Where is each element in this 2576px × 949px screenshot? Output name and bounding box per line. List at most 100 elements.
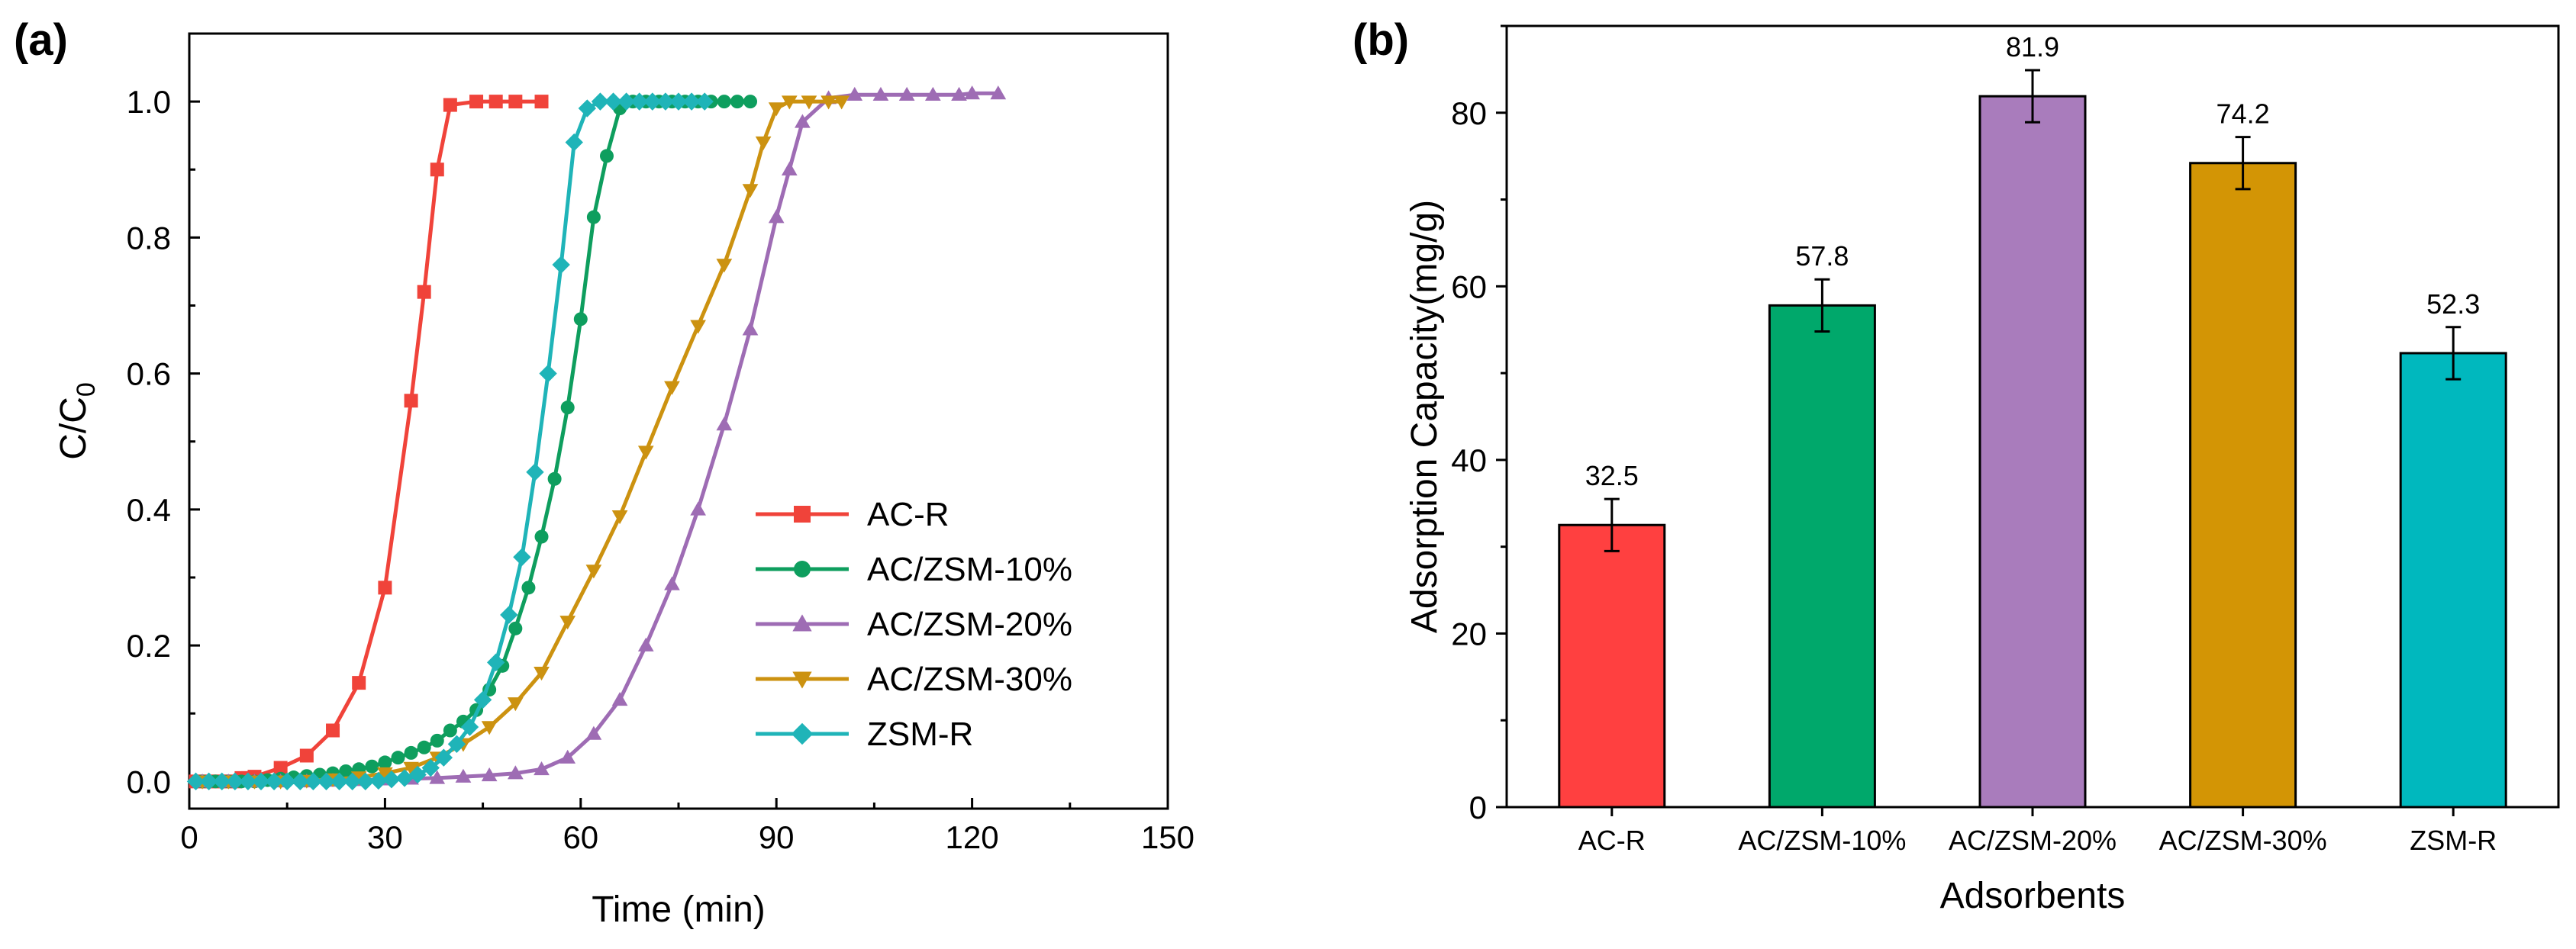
bar	[1558, 523, 1666, 809]
data-point	[833, 95, 850, 110]
legend-item: ZSM-R	[756, 716, 973, 753]
data-point	[539, 364, 557, 383]
legend-marker	[791, 722, 814, 745]
data-point	[872, 86, 889, 101]
data-point	[507, 765, 524, 780]
data-point	[669, 92, 688, 111]
data-point	[508, 621, 523, 635]
data-point	[369, 771, 388, 790]
data-point	[573, 312, 588, 327]
panel-b-ticks: 0 20 40 60 80	[1451, 24, 1507, 825]
bar	[1978, 95, 2087, 809]
data-point	[795, 114, 811, 128]
x-category-label: ZSM-R	[2410, 825, 2497, 856]
legend-item: AC/ZSM-10%	[756, 551, 1072, 588]
data-point	[547, 471, 562, 486]
bar-value-label: 74.2	[2217, 98, 2270, 130]
data-point	[559, 749, 576, 764]
data-point	[768, 209, 785, 224]
y-tick-label: 1.0	[127, 84, 171, 120]
legend-label: ZSM-R	[867, 716, 973, 753]
y-tick-label: 80	[1451, 95, 1487, 131]
y-tick-label: 0.0	[127, 764, 171, 799]
data-point	[552, 256, 570, 274]
data-point	[951, 86, 967, 101]
legend-item: AC/ZSM-30%	[756, 661, 1072, 698]
bar-value-label: 32.5	[1585, 460, 1639, 491]
data-point	[226, 772, 244, 791]
data-point	[421, 758, 440, 777]
panel-a-x-axis-title: Time (min)	[592, 889, 766, 930]
data-point	[924, 86, 941, 101]
series-AC/ZSM-10%	[195, 95, 758, 789]
data-point	[664, 381, 680, 395]
x-tick-label: 150	[1141, 819, 1195, 855]
panel-b-bars: 32.5 AC-R 57.8 AC/ZSM-10% 81.9 AC/ZSM-20% 74.2…	[1558, 31, 2507, 856]
data-point	[534, 95, 549, 109]
panel-a-legend: AC-R AC/ZSM-10% AC/ZSM-20% AC/ZSM-30% ZSM-R	[756, 496, 1072, 753]
x-category-label: AC/ZSM-20%	[1949, 825, 2117, 856]
data-point	[768, 102, 785, 117]
data-point	[186, 772, 205, 791]
data-point	[443, 723, 457, 738]
data-point	[585, 725, 602, 740]
data-point	[429, 770, 446, 784]
y-tick-label: 0	[1469, 790, 1487, 825]
x-tick-label: 90	[759, 819, 795, 855]
data-point	[664, 576, 680, 590]
data-point	[443, 98, 457, 112]
data-point	[430, 733, 444, 748]
data-point	[526, 463, 544, 481]
y-tick-label: 0.4	[127, 492, 171, 528]
data-point	[611, 692, 628, 706]
data-point	[821, 95, 837, 110]
data-point	[611, 510, 628, 525]
panel-a-ticks: 0 30 60 90 120 150 0.0 0.2 0.4 0.6 0.8 1.0	[127, 84, 1195, 855]
data-point	[656, 92, 675, 111]
data-point	[199, 772, 218, 791]
data-point	[585, 565, 602, 579]
data-point	[365, 759, 379, 774]
data-point	[507, 697, 524, 712]
x-category-label: AC/ZSM-10%	[1738, 825, 1906, 856]
y-tick-label: 0.8	[127, 220, 171, 256]
data-point	[682, 92, 701, 111]
data-point	[846, 86, 863, 101]
panel-a-y-axis-title: C/C0	[53, 382, 101, 460]
data-point	[278, 772, 296, 791]
legend-label: AC/ZSM-30%	[867, 661, 1072, 698]
data-point	[565, 133, 583, 152]
data-point	[395, 769, 414, 787]
data-point	[473, 690, 492, 709]
data-point	[643, 92, 662, 111]
data-point	[378, 755, 392, 770]
bar	[2189, 162, 2297, 809]
y-tick-label: 0.6	[127, 356, 171, 392]
y-tick-label: 40	[1451, 442, 1487, 478]
data-point	[404, 394, 418, 408]
y-tick-label: 0.2	[127, 628, 171, 664]
series-AC/ZSM-30%	[194, 95, 850, 790]
data-point	[404, 745, 418, 760]
bar-value-label: 52.3	[2426, 288, 2480, 320]
data-point	[578, 99, 597, 117]
x-category-label: AC/ZSM-30%	[2159, 825, 2327, 856]
data-point	[716, 259, 733, 273]
data-point	[781, 161, 798, 176]
panel-b-x-axis-title: Adsorbents	[1940, 876, 2126, 916]
legend-marker	[792, 671, 812, 689]
data-point	[742, 184, 759, 198]
bar-group-ZSM-R: 52.3 ZSM-R	[2399, 288, 2507, 856]
panel-a-line-chart: (a) 0 30 60 90 120 150 0.0 0.2 0.4 0.6 0.8 1.0 Time…	[14, 15, 1195, 930]
x-category-label: AC-R	[1578, 825, 1646, 856]
data-point	[417, 740, 431, 754]
panel-a-series	[186, 85, 1007, 791]
data-point	[330, 772, 349, 791]
x-tick-label: 30	[367, 819, 403, 855]
data-point	[326, 723, 340, 738]
data-point	[469, 95, 484, 109]
data-point	[339, 764, 353, 778]
data-point	[356, 772, 375, 791]
bar-value-label: 57.8	[1795, 240, 1849, 272]
data-point	[378, 581, 392, 595]
